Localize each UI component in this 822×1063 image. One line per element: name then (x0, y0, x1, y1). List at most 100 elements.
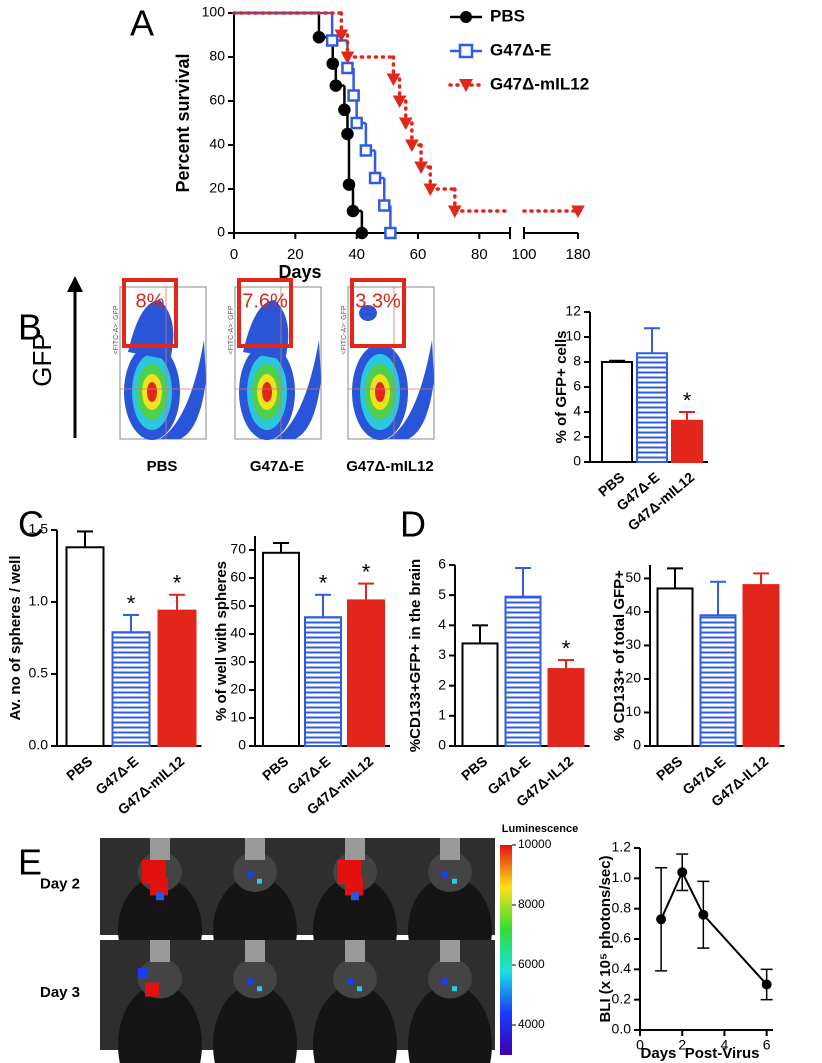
y-tick-label: 4 (573, 403, 581, 419)
signal (150, 877, 168, 896)
plot-label: G47Δ-E (250, 458, 304, 475)
marker (347, 89, 360, 102)
marker (346, 204, 360, 218)
colorbar-tick-label: 10000 (518, 837, 552, 851)
holder (150, 940, 170, 962)
y-tick-label: 0.2 (612, 990, 632, 1006)
y-tick-label: 0 (633, 737, 641, 753)
channel-label: <FITC-A>: GFP (228, 305, 235, 354)
y-axis-label: % of GFP+ cells (553, 331, 570, 444)
signal (345, 877, 363, 896)
bar (636, 352, 668, 463)
bar (601, 361, 633, 463)
row-label: Day 2 (40, 875, 80, 892)
legend-marker (458, 43, 474, 59)
y-axis-label: Percent survival (173, 53, 193, 192)
signal (247, 871, 253, 878)
x-tick-label: 6 (763, 1037, 771, 1053)
mouse-head (428, 851, 472, 892)
x-axis-label: Days (278, 262, 321, 282)
x-tick-label: 100 (511, 246, 536, 263)
y-axis-label: % CD133+ of total GFP+ (611, 570, 628, 741)
gate (237, 278, 293, 348)
marker (368, 171, 382, 185)
bar (504, 595, 542, 747)
y-axis-label: Av. no of spheres / well (7, 555, 24, 720)
y-tick-label: 2 (573, 428, 581, 444)
panel-letter: C (18, 504, 44, 545)
y-tick-label: 40 (209, 136, 225, 152)
colorbar-title: Luminescence (502, 823, 578, 835)
marker (447, 205, 462, 219)
y-tick-label: 0 (438, 737, 446, 753)
signal (351, 892, 359, 901)
bar (111, 631, 151, 747)
marker (378, 199, 391, 212)
marker (398, 117, 413, 131)
channel-label: <FITC-A>: GFP (341, 305, 348, 354)
marker (340, 51, 355, 65)
signal (257, 986, 262, 992)
x-axis-label: Days Post-Virus (641, 1045, 760, 1062)
colorbar-tick-label: 6000 (518, 957, 545, 971)
marker (350, 116, 363, 130)
signal (452, 878, 457, 884)
y-tick-label: 60 (209, 92, 225, 108)
y-tick-label: 1.5 (29, 521, 49, 537)
panel-letter: A (130, 3, 154, 44)
y-tick-label: 0.8 (612, 899, 632, 915)
row-label: Day 3 (40, 984, 80, 1001)
y-tick-label: 60 (230, 569, 246, 585)
signal (442, 871, 448, 878)
y-tick-label: 0 (238, 737, 246, 753)
density (275, 340, 321, 439)
colorbar-tick-label: 8000 (518, 897, 545, 911)
y-tick-label: 12 (565, 303, 581, 319)
y-axis-label: %CD133+GFP+ in the brain (407, 559, 424, 752)
marker (338, 103, 351, 117)
y-tick-label: 1.0 (612, 869, 632, 885)
bar (742, 584, 780, 747)
y-tick-label: 6 (573, 378, 581, 394)
y-tick-label: 0 (573, 453, 581, 469)
mouse (118, 984, 202, 1063)
y-tick-label: 70 (230, 541, 246, 557)
x-tick-label: 80 (471, 246, 488, 263)
holder (150, 838, 170, 860)
signal (138, 968, 148, 978)
legend-marker (460, 11, 472, 23)
x-tick-label: 60 (410, 246, 427, 263)
point (698, 909, 709, 920)
y-tick-label: 50 (625, 569, 641, 585)
y-tick-label: 1.0 (29, 593, 49, 609)
signal (442, 978, 448, 985)
y-tick-label: 6 (438, 556, 446, 572)
marker (386, 73, 401, 87)
holder (345, 838, 365, 860)
y-tick-label: 2 (438, 676, 446, 692)
x-tick-label: 0 (636, 1037, 644, 1053)
bar (262, 551, 300, 747)
gate (350, 278, 406, 348)
density (375, 382, 385, 402)
colorbar (500, 845, 512, 1055)
signal (145, 982, 159, 997)
bar (656, 587, 694, 747)
y-tick-label: 20 (625, 670, 641, 686)
y-tick-label: 0.0 (612, 1021, 632, 1037)
holder (440, 940, 460, 962)
mouse-head (428, 958, 472, 999)
x-tick-label: 40 (348, 246, 365, 263)
mouse (408, 984, 492, 1063)
legend-label: PBS (490, 6, 525, 25)
y-tick-label: 10 (625, 703, 641, 719)
significance: * (127, 591, 136, 616)
mouse (213, 984, 297, 1063)
marker (334, 29, 349, 43)
marker (341, 61, 354, 75)
marker (384, 226, 397, 240)
density (359, 305, 377, 321)
y-tick-label: 0.4 (612, 960, 632, 976)
plot-label: G47Δ-mIL12 (346, 458, 433, 475)
marker (423, 183, 438, 197)
